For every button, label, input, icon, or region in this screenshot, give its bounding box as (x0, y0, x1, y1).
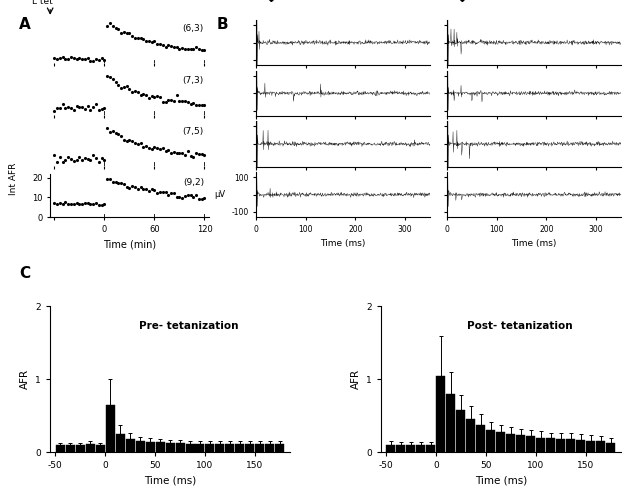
Bar (265, 443, 275, 452)
Text: μV: μV (214, 190, 225, 199)
Bar (95, 445, 105, 452)
Text: Post- tetanization: Post- tetanization (467, 321, 573, 331)
Bar (517, 435, 525, 452)
Bar (105, 405, 115, 452)
Bar (196, 443, 204, 452)
Y-axis label: AFR: AFR (20, 369, 30, 390)
X-axis label: Time (ms): Time (ms) (320, 240, 366, 248)
Bar (396, 445, 406, 452)
Bar (406, 445, 416, 452)
Text: B: B (216, 17, 228, 32)
Y-axis label: AFR: AFR (350, 369, 361, 390)
Bar (416, 445, 426, 452)
Bar (596, 441, 605, 452)
Bar (487, 430, 495, 452)
Bar (586, 441, 595, 452)
Bar (436, 376, 445, 452)
Bar (426, 445, 435, 452)
Text: C: C (19, 266, 30, 281)
Bar (166, 443, 174, 452)
Bar (576, 440, 585, 452)
Bar (556, 439, 566, 452)
Bar (566, 439, 576, 452)
Bar (226, 443, 234, 452)
Bar (456, 410, 465, 452)
Text: (9,2): (9,2) (183, 178, 204, 187)
Bar (466, 419, 475, 452)
Bar (176, 443, 184, 452)
X-axis label: Time (ms): Time (ms) (144, 476, 196, 486)
Bar (56, 445, 65, 452)
Bar (86, 443, 95, 452)
Bar (446, 394, 455, 452)
Bar (115, 434, 125, 452)
Text: ↓: ↓ (264, 0, 277, 5)
Bar (155, 442, 164, 452)
Text: (7,5): (7,5) (182, 127, 204, 136)
Bar (255, 443, 265, 452)
Bar (236, 443, 245, 452)
Bar (76, 445, 85, 452)
X-axis label: Time (ms): Time (ms) (511, 240, 557, 248)
Text: A: A (19, 17, 31, 32)
Bar (206, 443, 214, 452)
Bar (135, 441, 145, 452)
Bar (186, 443, 194, 452)
Text: ↓: ↓ (455, 0, 467, 5)
Bar (125, 439, 135, 452)
Text: Pre- tetanization: Pre- tetanization (139, 321, 239, 331)
Text: (7,3): (7,3) (182, 76, 204, 84)
Bar (526, 436, 535, 452)
Bar (477, 424, 485, 452)
Text: (6,3): (6,3) (182, 24, 204, 33)
Text: Int AFR: Int AFR (9, 163, 18, 195)
X-axis label: Time (ms): Time (ms) (475, 476, 527, 486)
Bar (386, 445, 396, 452)
Bar (245, 443, 255, 452)
X-axis label: Time (min): Time (min) (103, 240, 156, 249)
Bar (216, 443, 224, 452)
Bar (145, 442, 154, 452)
Bar (275, 443, 285, 452)
Bar (536, 438, 545, 452)
Bar (606, 443, 615, 452)
Bar (66, 445, 75, 452)
Bar (497, 432, 505, 452)
Bar (507, 434, 515, 452)
Text: L tet: L tet (32, 0, 53, 6)
Bar (546, 438, 556, 452)
